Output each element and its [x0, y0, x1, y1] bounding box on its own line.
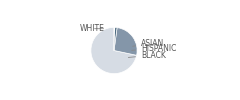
- Text: HISPANIC: HISPANIC: [132, 44, 176, 53]
- Wedge shape: [114, 28, 137, 55]
- Text: BLACK: BLACK: [128, 51, 166, 60]
- Text: WHITE: WHITE: [79, 24, 104, 33]
- Text: ASIAN: ASIAN: [133, 39, 164, 48]
- Wedge shape: [114, 27, 115, 50]
- Wedge shape: [91, 27, 137, 74]
- Wedge shape: [114, 27, 117, 50]
